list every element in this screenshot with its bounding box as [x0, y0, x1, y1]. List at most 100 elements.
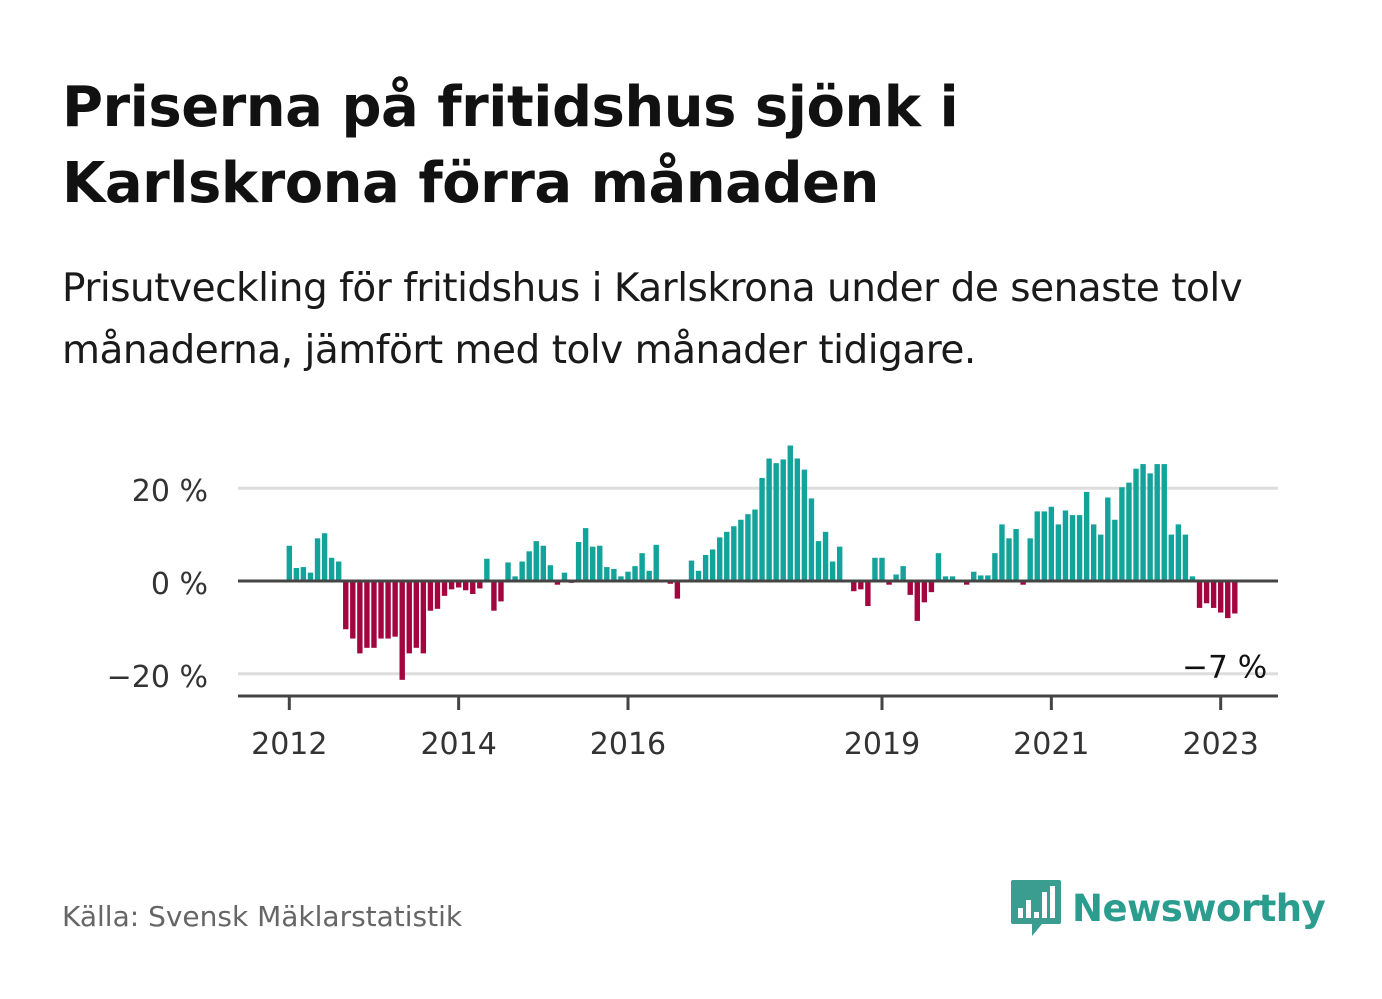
- bar: [378, 581, 384, 639]
- bar: [455, 581, 462, 588]
- bar: [709, 549, 716, 581]
- bar: [893, 574, 899, 581]
- bar: [533, 541, 539, 581]
- bar: [942, 576, 949, 581]
- bar: [625, 571, 631, 581]
- bar: [985, 575, 991, 581]
- bar: [1069, 515, 1076, 581]
- bar: [1055, 524, 1062, 581]
- bar: [1083, 491, 1090, 581]
- bar: [801, 469, 808, 581]
- bar: [321, 533, 328, 581]
- bar: [872, 557, 878, 581]
- bar: [547, 565, 554, 581]
- x-tick-label: 2014: [420, 727, 496, 762]
- bar: [992, 553, 998, 581]
- x-tick-label: 2012: [251, 727, 327, 762]
- bar: [745, 514, 751, 581]
- y-tick-label: 20 %: [132, 474, 208, 509]
- bar: [604, 567, 610, 581]
- bar: [364, 581, 370, 648]
- bar: [448, 581, 455, 590]
- bar: [646, 570, 652, 581]
- bar: [441, 581, 448, 596]
- bar: [1225, 581, 1231, 619]
- x-tick-label: 2021: [1013, 727, 1089, 762]
- bar: [1048, 506, 1055, 581]
- bar: [822, 531, 829, 581]
- bar: [590, 546, 596, 581]
- bar: [808, 498, 815, 581]
- bar: [1133, 468, 1139, 581]
- bar: [463, 581, 469, 591]
- bar: [335, 561, 342, 581]
- bar: [575, 542, 582, 581]
- bar: [865, 581, 871, 607]
- bar: [731, 526, 737, 581]
- chart-title: Priserna på fritidshus sjönk i Karlskron…: [62, 75, 959, 216]
- x-tick-label: 2019: [844, 727, 920, 762]
- bar: [1020, 581, 1026, 585]
- bar: [780, 459, 786, 581]
- bar: [1027, 538, 1033, 581]
- bar: [1203, 581, 1210, 604]
- bar: [978, 575, 984, 581]
- bar: [392, 581, 398, 637]
- bar: [597, 545, 603, 581]
- bar: [724, 531, 730, 581]
- bar: [1112, 519, 1118, 581]
- bar: [1161, 464, 1167, 581]
- bar: [717, 537, 723, 581]
- bar: [794, 458, 801, 581]
- bar: [350, 581, 356, 639]
- bar: [935, 553, 942, 581]
- bar: [413, 581, 420, 648]
- brand-logo: Newsworthy: [1010, 878, 1326, 938]
- source-credit: Källa: Svensk Mäklarstatistik: [62, 900, 463, 933]
- bar: [971, 571, 977, 581]
- bar: [582, 528, 589, 581]
- bar: [484, 558, 490, 581]
- bar: [1098, 534, 1104, 581]
- y-tick-label: 0 %: [151, 567, 208, 602]
- label-layer: 20 % 0 % −20 % 2012 2014 2016 2019 2021 2023 −7 %: [107, 474, 1268, 762]
- bar: [1006, 538, 1012, 581]
- bar: [1062, 510, 1069, 581]
- bar: [1210, 581, 1217, 608]
- bar: [385, 581, 391, 639]
- bar: [371, 581, 377, 648]
- bar: [787, 445, 793, 581]
- bar: [293, 568, 300, 581]
- y-tick-label: −20 %: [107, 660, 208, 695]
- bar: [307, 572, 314, 581]
- bar: [554, 581, 561, 585]
- bar: [399, 581, 405, 680]
- bar: [611, 568, 617, 581]
- bar: [420, 581, 427, 654]
- bar: [632, 566, 638, 581]
- bar: [1147, 473, 1153, 581]
- x-tick-label: 2016: [590, 727, 666, 762]
- bar: [1232, 581, 1238, 614]
- bar: [498, 581, 504, 602]
- chart-subtitle: Prisutveckling för fritidshus i Karlskro…: [62, 266, 1243, 373]
- bar: [300, 567, 307, 581]
- bar: [815, 541, 822, 581]
- x-tick-label: 2023: [1183, 727, 1259, 762]
- bar: [829, 561, 836, 581]
- bar: [540, 545, 547, 581]
- bar: [999, 524, 1005, 581]
- bar: [434, 581, 441, 609]
- bar: [1196, 581, 1203, 608]
- bar: [561, 572, 568, 581]
- axis-layer: [238, 579, 1278, 710]
- bar: [491, 581, 497, 611]
- bar: [1168, 534, 1174, 581]
- bar: [921, 581, 928, 603]
- bar: [766, 458, 772, 581]
- bar: [773, 463, 779, 581]
- bar: [512, 576, 518, 581]
- bar: [674, 581, 681, 599]
- bar: [1217, 581, 1224, 613]
- bar: [1182, 534, 1189, 581]
